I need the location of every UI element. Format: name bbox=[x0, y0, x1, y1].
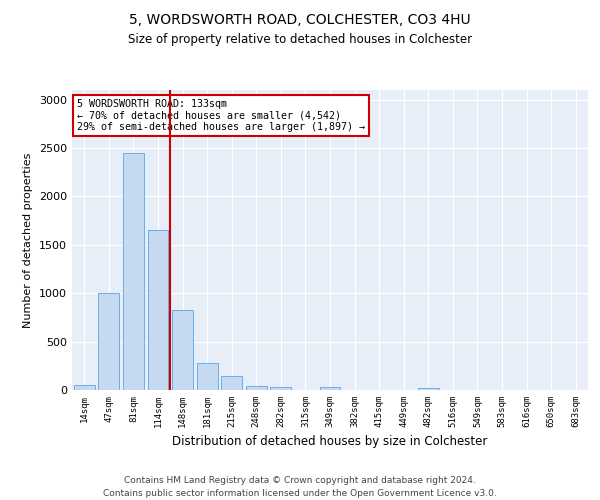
Bar bbox=[148, 230, 169, 390]
Text: Contains HM Land Registry data © Crown copyright and database right 2024.: Contains HM Land Registry data © Crown c… bbox=[124, 476, 476, 485]
Bar bbox=[418, 388, 439, 390]
Bar bbox=[98, 293, 119, 390]
Bar bbox=[172, 310, 193, 390]
Text: 5, WORDSWORTH ROAD, COLCHESTER, CO3 4HU: 5, WORDSWORTH ROAD, COLCHESTER, CO3 4HU bbox=[129, 12, 471, 26]
Bar bbox=[123, 153, 144, 390]
Text: Contains public sector information licensed under the Open Government Licence v3: Contains public sector information licen… bbox=[103, 488, 497, 498]
Bar bbox=[221, 376, 242, 390]
Bar bbox=[320, 387, 340, 390]
X-axis label: Distribution of detached houses by size in Colchester: Distribution of detached houses by size … bbox=[172, 436, 488, 448]
Bar bbox=[197, 363, 218, 390]
Bar bbox=[246, 386, 267, 390]
Bar bbox=[271, 387, 292, 390]
Bar bbox=[74, 384, 95, 390]
Text: Size of property relative to detached houses in Colchester: Size of property relative to detached ho… bbox=[128, 32, 472, 46]
Y-axis label: Number of detached properties: Number of detached properties bbox=[23, 152, 34, 328]
Text: 5 WORDSWORTH ROAD: 133sqm
← 70% of detached houses are smaller (4,542)
29% of se: 5 WORDSWORTH ROAD: 133sqm ← 70% of detac… bbox=[77, 99, 365, 132]
